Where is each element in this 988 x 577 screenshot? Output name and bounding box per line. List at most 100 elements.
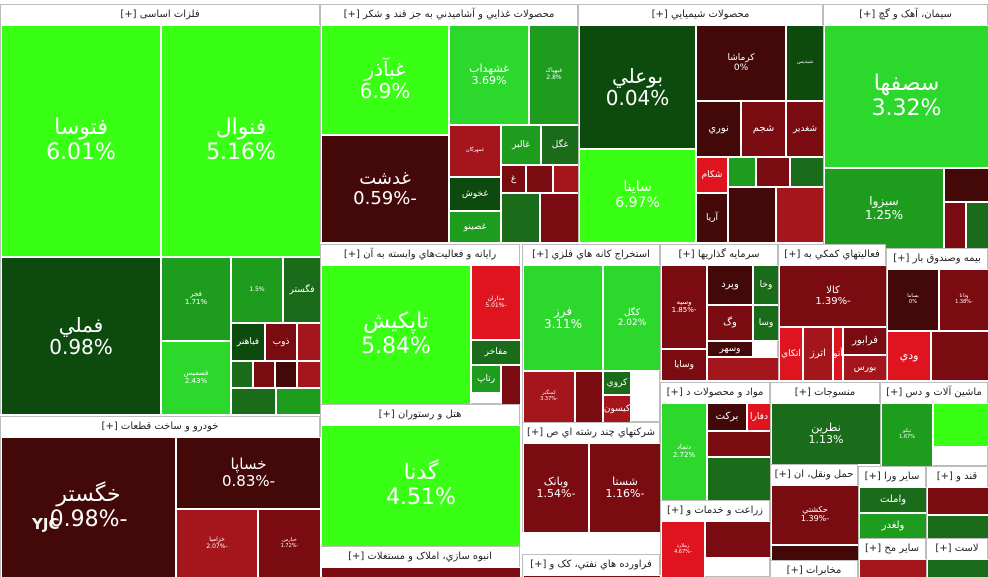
stock-cell[interactable]: بوعلي 0.04% <box>579 25 696 149</box>
stock-cell[interactable] <box>728 187 776 243</box>
sector-title[interactable]: بيمه وصندوق بار [+] <box>887 249 987 268</box>
stock-cell[interactable]: اترز <box>803 327 833 381</box>
stock-cell[interactable]: بورس <box>843 355 887 381</box>
stock-cell[interactable]: ولغدر <box>859 513 927 539</box>
stock-cell[interactable]: شجم <box>741 101 786 157</box>
stock-cell[interactable] <box>553 165 579 193</box>
stock-cell[interactable]: وسپه -1.85% <box>661 265 707 349</box>
stock-cell[interactable]: وسا <box>753 305 779 341</box>
stock-cell[interactable]: نطرين 1.13% <box>771 403 881 465</box>
stock-cell[interactable]: کالا -1.39% <box>779 265 887 327</box>
stock-cell[interactable]: کرماشا 0% <box>696 25 786 101</box>
stock-cell[interactable]: وبانک -1.54% <box>523 443 589 533</box>
stock-cell[interactable] <box>275 361 297 388</box>
stock-cell[interactable] <box>297 361 321 388</box>
stock-cell[interactable]: غشهداب 3.69% <box>449 25 529 125</box>
sector-title[interactable]: قند و [+] <box>927 467 987 486</box>
sector-title[interactable]: رايانه و فعاليت‌هاي وابسته به آن [+] <box>321 245 519 264</box>
stock-cell[interactable]: 1.5% <box>231 257 283 323</box>
stock-cell[interactable] <box>927 487 988 515</box>
sector-title[interactable]: ساير مح [+] <box>859 539 925 558</box>
stock-cell[interactable]: گدنا 4.51% <box>321 425 521 547</box>
sector-title[interactable]: ماشين آلات و دس [+] <box>881 383 987 402</box>
stock-cell[interactable] <box>501 193 540 243</box>
stock-cell[interactable]: تاپکيش 5.84% <box>321 265 471 405</box>
stock-cell[interactable] <box>231 361 253 388</box>
stock-cell[interactable]: رتاپ <box>471 365 501 393</box>
stock-cell[interactable] <box>707 431 771 457</box>
sector-title[interactable]: مخابرات [+] <box>771 561 857 577</box>
sector-title[interactable]: محصولات شيميايي [+] <box>579 5 822 24</box>
stock-cell[interactable]: غمهرگان <box>449 125 501 177</box>
sector-title[interactable]: هتل و رستوران [+] <box>321 405 519 424</box>
stock-cell[interactable]: غبهپاک 2.8% <box>529 25 579 125</box>
stock-cell[interactable]: خپارس -1.72% <box>258 509 321 577</box>
stock-cell[interactable]: وسهر <box>707 341 753 357</box>
stock-cell[interactable]: غ <box>501 165 526 193</box>
stock-cell[interactable] <box>276 388 321 415</box>
stock-cell[interactable]: آتو <box>833 327 843 381</box>
stock-cell[interactable]: دتماد 2.72% <box>661 403 707 501</box>
stock-cell[interactable] <box>771 545 859 561</box>
stock-cell[interactable] <box>526 165 553 193</box>
stock-cell[interactable]: وگ <box>707 305 753 341</box>
stock-cell[interactable]: حکشتي -1.39% <box>771 485 859 545</box>
stock-cell[interactable] <box>321 567 521 577</box>
stock-cell[interactable]: سصفها 3.32% <box>824 25 988 168</box>
stock-cell[interactable] <box>933 403 988 447</box>
stock-cell[interactable]: غالبر <box>501 125 541 165</box>
sector-title[interactable]: ساير ورا [+] <box>859 467 925 486</box>
stock-cell[interactable]: ذوب <box>265 323 297 361</box>
sector-title[interactable]: لاست [+] <box>927 539 987 558</box>
stock-cell[interactable]: غخوش <box>449 177 501 211</box>
stock-cell[interactable]: ويرد <box>707 265 753 305</box>
sector-title[interactable]: فراورده هاي نفتي، کک و [+] <box>523 555 659 574</box>
stock-cell[interactable]: فگستر <box>283 257 321 323</box>
stock-cell[interactable]: ساينا 6.97% <box>579 149 696 243</box>
stock-cell[interactable]: تپکو 1.67% <box>881 403 933 467</box>
stock-cell[interactable]: فسميس 2.43% <box>161 341 231 415</box>
sector-title[interactable]: استخراج کانه هاي فلزي [+] <box>523 245 659 264</box>
stock-cell[interactable]: شستا -1.16% <box>589 443 661 533</box>
stock-cell[interactable] <box>707 357 779 381</box>
stock-cell[interactable]: کمنگنز -3.37% <box>523 371 575 423</box>
stock-cell[interactable] <box>944 168 988 202</box>
stock-cell[interactable]: مداران -5.01% <box>471 265 521 340</box>
stock-cell[interactable]: غصينو <box>449 211 501 243</box>
stock-cell[interactable] <box>501 365 521 405</box>
stock-cell[interactable]: فتوسا 6.01% <box>1 25 161 257</box>
stock-cell[interactable]: کگل 2.02% <box>603 265 661 371</box>
stock-cell[interactable] <box>927 559 988 577</box>
stock-cell[interactable]: زملارد -4.67% <box>661 521 705 577</box>
stock-cell[interactable]: غگل <box>541 125 579 165</box>
stock-cell[interactable]: شپديس <box>786 25 824 101</box>
sector-title[interactable]: محصولات غذايي و آشاميدني به جز قند و شکر… <box>321 5 577 24</box>
stock-cell[interactable]: وسايا <box>661 349 707 381</box>
stock-cell[interactable]: کيسون <box>603 395 631 423</box>
stock-cell[interactable] <box>966 202 988 249</box>
stock-cell[interactable]: فرز 3.11% <box>523 265 603 371</box>
stock-cell[interactable]: فملي 0.98% <box>1 257 161 415</box>
stock-cell[interactable]: خگستر -0.98% <box>1 437 176 577</box>
stock-cell[interactable]: مفاخر <box>471 340 521 365</box>
stock-cell[interactable]: کروي <box>603 371 631 395</box>
stock-cell[interactable]: دفارا <box>747 403 771 431</box>
stock-cell[interactable] <box>707 457 771 501</box>
stock-cell[interactable] <box>931 331 988 381</box>
stock-cell[interactable] <box>944 202 966 249</box>
stock-cell[interactable]: واملت <box>859 487 927 513</box>
stock-cell[interactable]: سبزوا 1.25% <box>824 168 944 249</box>
stock-cell[interactable]: آريا <box>696 193 728 243</box>
stock-cell[interactable]: فرابور <box>843 327 887 355</box>
stock-cell[interactable]: وخا <box>753 265 779 305</box>
stock-cell[interactable] <box>728 157 756 187</box>
stock-cell[interactable]: فنوال 5.16% <box>161 25 321 257</box>
sector-title[interactable]: فلزات اساسی [+] <box>1 5 319 24</box>
stock-cell[interactable]: فجر 1.71% <box>161 257 231 341</box>
stock-cell[interactable]: خزاميا -2.07% <box>176 509 258 577</box>
stock-cell[interactable] <box>756 157 790 187</box>
sector-title[interactable]: فعاليتهاي کمکي به [+] <box>779 245 885 264</box>
stock-cell[interactable]: نوري <box>696 101 741 157</box>
stock-cell[interactable]: فباهنر <box>231 323 265 361</box>
stock-cell[interactable] <box>790 157 824 187</box>
